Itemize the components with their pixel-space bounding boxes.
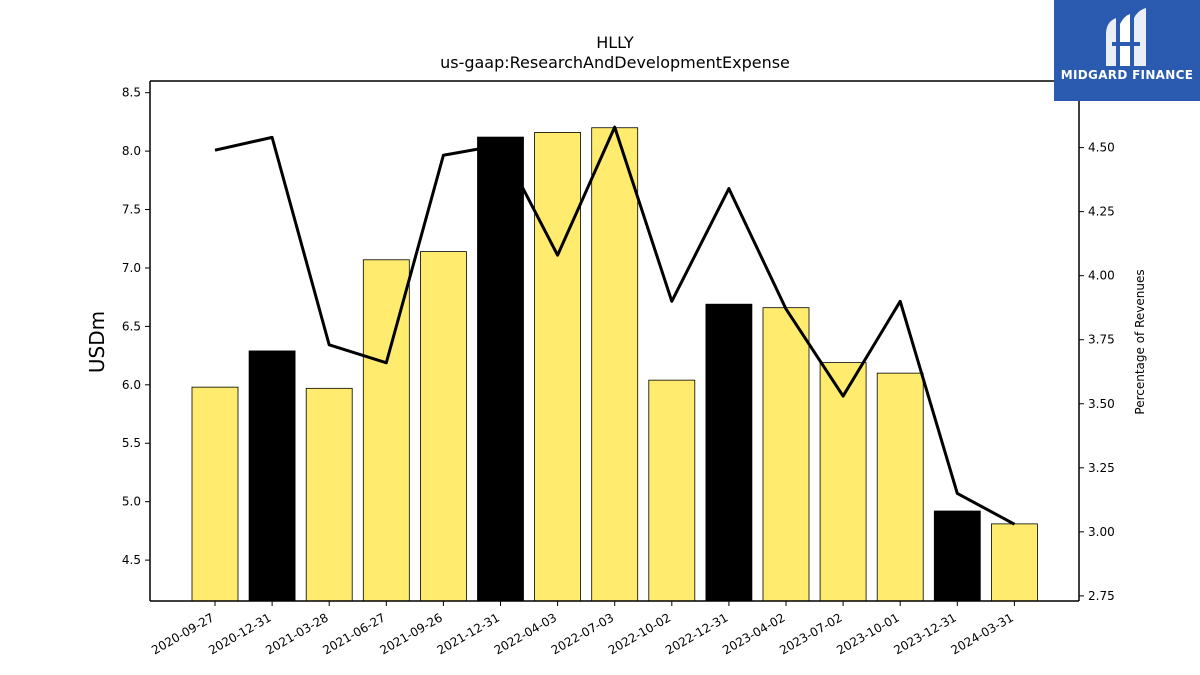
bar <box>191 386 239 602</box>
bar <box>876 372 924 602</box>
y-tick-label: 7.5 <box>122 203 141 217</box>
y-tick-label: 7.0 <box>122 261 141 275</box>
bar <box>362 259 410 602</box>
x-tick-label: 2023-04-02 <box>720 610 787 657</box>
y2-tick-label: 2.75 <box>1088 589 1115 603</box>
x-tick-label: 2020-12-31 <box>206 610 273 657</box>
y-tick-label: 4.5 <box>122 553 141 567</box>
bar <box>534 132 581 602</box>
x-tick-label: 2022-10-02 <box>606 610 673 657</box>
y2-tick-label: 4.25 <box>1088 205 1115 219</box>
y-tick-label: 5.0 <box>122 495 141 509</box>
x-tick-label: 2023-12-31 <box>891 610 958 657</box>
bar <box>648 379 696 602</box>
bar <box>933 510 981 602</box>
y2-axis-label: Percentage of Revenues <box>1133 269 1147 414</box>
midgard-logo-icon <box>1106 8 1146 66</box>
x-tick-label: 2021-12-31 <box>435 610 502 657</box>
bar <box>991 523 1038 602</box>
x-tick-label: 2020-09-27 <box>149 610 216 657</box>
bar <box>419 251 467 602</box>
y-axis-label: USDm <box>85 311 109 373</box>
x-tick-label: 2023-07-02 <box>777 610 844 657</box>
x-tick-label: 2023-10-01 <box>834 610 901 657</box>
x-tick-label: 2022-12-31 <box>663 610 730 657</box>
x-tick-label: 2024-03-31 <box>948 610 1015 657</box>
y-tick-label: 6.0 <box>122 378 141 392</box>
bar <box>477 136 524 602</box>
bar <box>591 127 639 602</box>
logo: MIDGARD FINANCE <box>1054 0 1200 101</box>
y-tick-label: 8.5 <box>122 86 141 100</box>
y2-tick-label: 3.50 <box>1088 397 1115 411</box>
bar-series <box>191 127 1038 602</box>
bar <box>705 303 753 602</box>
y-tick-label: 5.5 <box>122 436 141 450</box>
y2-tick-label: 3.25 <box>1088 461 1115 475</box>
bar <box>762 307 810 602</box>
x-tick-label: 2021-09-26 <box>377 610 444 657</box>
y2-tick-label: 3.75 <box>1088 333 1115 347</box>
y-tick-label: 6.5 <box>122 319 141 333</box>
y2-tick-label: 4.50 <box>1088 141 1115 155</box>
logo-text: MIDGARD FINANCE <box>1060 68 1194 82</box>
x-tick-label: 2021-03-28 <box>263 610 330 657</box>
chart-title: HLLY <box>596 33 634 52</box>
x-tick-label: 2021-06-27 <box>320 610 387 657</box>
bar <box>248 350 296 602</box>
x-tick-label: 2022-07-03 <box>549 610 616 657</box>
y2-tick-label: 3.00 <box>1088 525 1115 539</box>
y2-tick-label: 4.00 <box>1088 269 1115 283</box>
line-path <box>214 125 1016 526</box>
y-tick-label: 8.0 <box>122 144 141 158</box>
chart-subtitle: us-gaap:ResearchAndDevelopmentExpense <box>440 53 790 72</box>
line-series <box>214 125 1016 526</box>
x-tick-label: 2022-04-03 <box>492 610 559 657</box>
bar <box>305 387 353 602</box>
bar <box>819 362 867 602</box>
